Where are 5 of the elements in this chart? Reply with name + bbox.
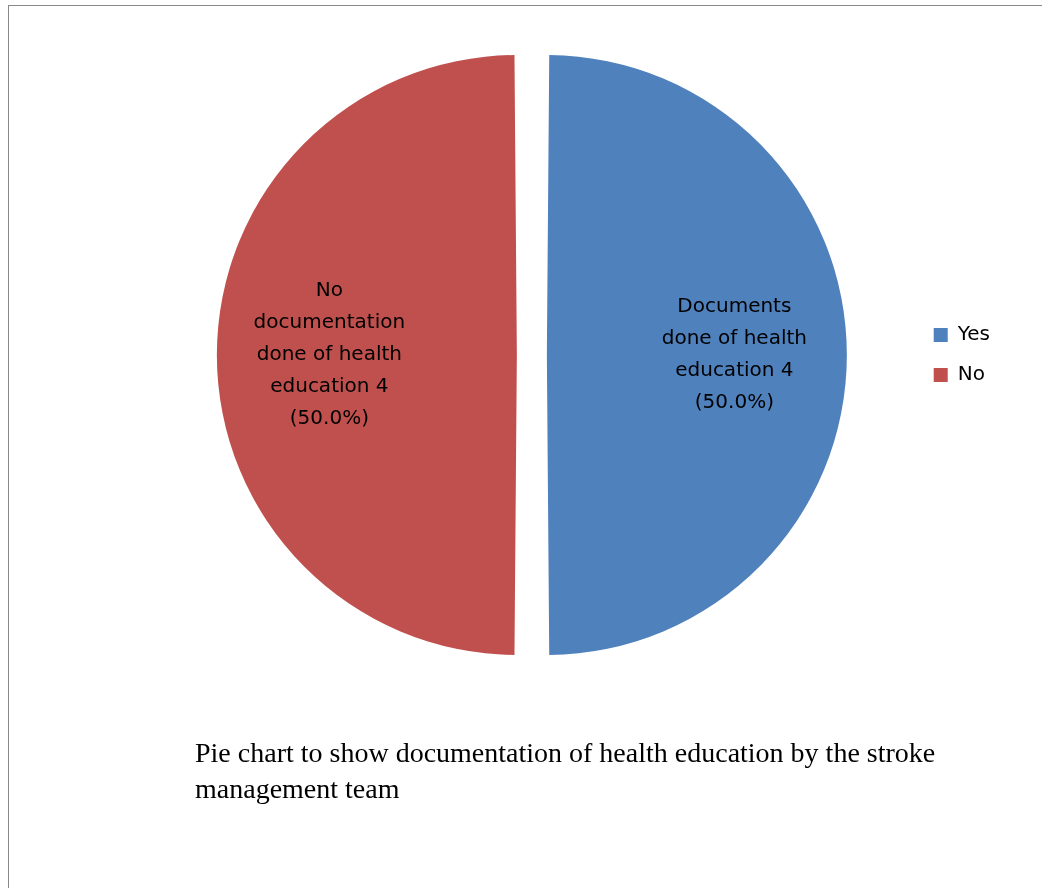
data-label: Documents done of health education 4 (50.0%) [661, 293, 807, 414]
text: Pie chart to show documentation of health education by the stroke management team [195, 736, 937, 806]
data-label: No documentation done of health education 4 (50.0%) [253, 277, 406, 430]
legend-label: Yes [956, 321, 991, 346]
legend-label: No [957, 361, 985, 386]
